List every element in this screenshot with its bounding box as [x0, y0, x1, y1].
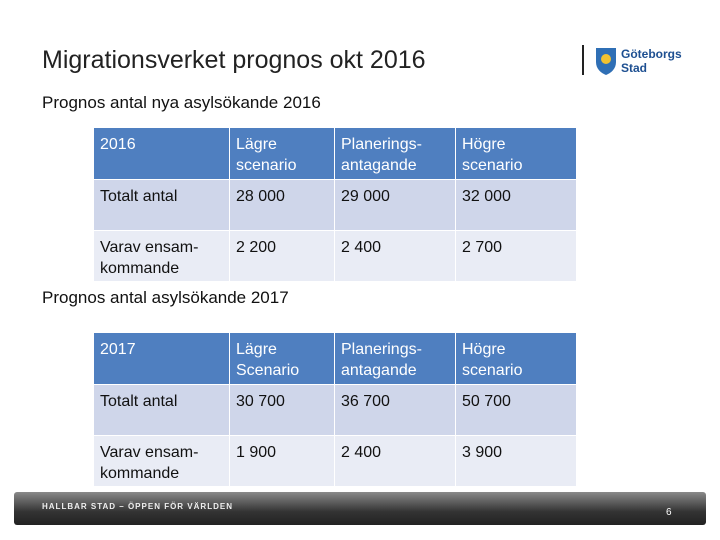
- footer-text: HALLBAR STAD – ÖPPEN FÖR VÄRLDEN: [42, 502, 233, 511]
- table-cell: Totalt antal: [93, 179, 230, 231]
- table-cell: 30 700: [229, 384, 335, 436]
- header-cell: Lägre scenario: [229, 127, 335, 180]
- table-row: Totalt antal 28 000 29 000 32 000: [93, 179, 577, 231]
- table-cell: 1 900: [229, 435, 335, 487]
- table-cell: Totalt antal: [93, 384, 230, 436]
- table-cell: 32 000: [455, 179, 577, 231]
- table-cell: 28 000: [229, 179, 335, 231]
- header-cell: Planerings-antagande: [334, 332, 456, 385]
- table-cell: 2 400: [334, 230, 456, 282]
- table-cell: 2 400: [334, 435, 456, 487]
- page-number: 6: [666, 507, 672, 518]
- section-subtitle: Prognos antal asylsökande 2017: [42, 288, 289, 307]
- header-cell: 2016: [93, 127, 230, 180]
- logo-text: Göteborgs Stad: [621, 47, 682, 75]
- table-cell: 29 000: [334, 179, 456, 231]
- data-table: 2017 Lägre Scenario Planerings-antagande Hö…: [93, 332, 577, 487]
- divider: [582, 45, 584, 75]
- header-cell: Högre scenario: [455, 127, 577, 180]
- logo-icon: [596, 48, 616, 75]
- table-row: Totalt antal 30 700 36 700 50 700: [93, 384, 577, 436]
- table-cell: Varav ensam-kommande: [93, 435, 230, 487]
- table-cell: 2 700: [455, 230, 577, 282]
- data-table: 2016 Lägre scenario Planerings-antagande Hö…: [93, 127, 577, 282]
- header-cell: Planerings-antagande: [334, 127, 456, 180]
- header-cell: Lägre Scenario: [229, 332, 335, 385]
- table-cell: Varav ensam-kommande: [93, 230, 230, 282]
- table-cell: 3 900: [455, 435, 577, 487]
- title: Migrationsverket prognos okt 2016: [42, 46, 426, 74]
- header-cell: 2017: [93, 332, 230, 385]
- table-row: 2017 Lägre Scenario Planerings-antagande Hö…: [93, 332, 577, 385]
- table-row: Varav ensam-kommande 1 900 2 400 3 900: [93, 435, 577, 487]
- table-cell: 2 200: [229, 230, 335, 282]
- table-row: 2016 Lägre scenario Planerings-antagande Hö…: [93, 127, 577, 180]
- table-row: Varav ensam-kommande 2 200 2 400 2 700: [93, 230, 577, 282]
- table-cell: 50 700: [455, 384, 577, 436]
- footer-band: HALLBAR STAD – ÖPPEN FÖR VÄRLDEN 6: [14, 492, 706, 525]
- section-subtitle: Prognos antal nya asylsökande 2016: [42, 93, 321, 112]
- table-cell: 36 700: [334, 384, 456, 436]
- header-cell: Högre scenario: [455, 332, 577, 385]
